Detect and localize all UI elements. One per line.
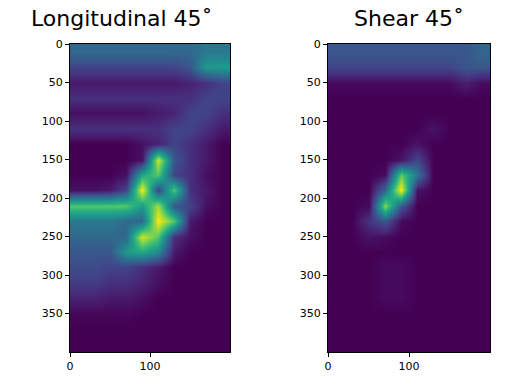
svg-text:250: 250 [300,230,321,243]
svg-text:200: 200 [300,192,321,205]
svg-text:Shear 45˚: Shear 45˚ [354,6,464,31]
svg-text:350: 350 [42,307,63,320]
svg-text:0: 0 [325,360,332,373]
svg-text:200: 200 [42,192,63,205]
svg-text:0: 0 [67,360,74,373]
svg-text:100: 100 [300,115,321,128]
svg-text:150: 150 [300,153,321,166]
svg-text:250: 250 [42,230,63,243]
svg-text:300: 300 [42,269,63,282]
svg-text:Longitudinal 45˚: Longitudinal 45˚ [31,6,213,31]
svg-text:100: 100 [399,360,420,373]
svg-text:0: 0 [314,38,321,51]
svg-text:50: 50 [49,76,63,89]
svg-text:150: 150 [42,153,63,166]
svg-text:100: 100 [140,360,161,373]
svg-text:300: 300 [300,269,321,282]
svg-text:350: 350 [300,307,321,320]
svg-text:0: 0 [56,38,63,51]
svg-text:100: 100 [42,115,63,128]
svg-text:50: 50 [307,76,321,89]
